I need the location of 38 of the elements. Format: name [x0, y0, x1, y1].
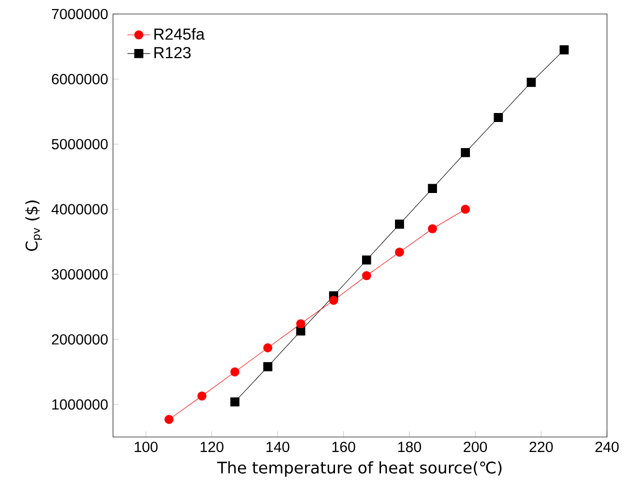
point: [296, 319, 306, 328]
point: [362, 255, 372, 265]
x-tick-label: 240: [595, 442, 619, 452]
point: [197, 391, 206, 401]
y-tick-label: 7000000: [52, 8, 108, 20]
point: [230, 397, 240, 406]
point: [460, 148, 470, 158]
point: [329, 296, 338, 305]
legend-label: R123: [154, 46, 191, 58]
point: [164, 414, 174, 424]
x-tick-label: 160: [332, 442, 356, 452]
point: [263, 362, 272, 372]
x-tick-label: 180: [398, 442, 422, 452]
y-tick-label: 3000000: [52, 269, 108, 280]
x-tick-label: 220: [530, 442, 553, 452]
x-tick-label: 200: [464, 442, 487, 452]
point: [560, 45, 569, 54]
point: [494, 112, 503, 122]
x-tick-label: 120: [200, 442, 224, 452]
x-tick-label: 140: [266, 442, 290, 452]
point: [263, 343, 272, 352]
point: [394, 220, 404, 229]
x-tick-label: 100: [134, 442, 158, 452]
point: [428, 184, 437, 193]
point: [394, 248, 404, 257]
y-tick-label: 4000000: [52, 204, 108, 214]
point: [428, 224, 437, 234]
y-axis-title: C$_{pv}$ ($): [25, 200, 42, 251]
legend-label: R245fa: [154, 28, 205, 40]
y-tick-label: 5000000: [52, 138, 108, 150]
point: [362, 271, 372, 280]
y-tick-label: 6000000: [52, 74, 108, 84]
point: [230, 367, 240, 376]
point: [460, 204, 470, 214]
x-axis-title: The temperature of heat source(℃): [217, 461, 502, 477]
point: [526, 78, 536, 87]
y-tick-label: 1000000: [52, 399, 108, 410]
y-tick-label: 2000000: [52, 334, 108, 345]
